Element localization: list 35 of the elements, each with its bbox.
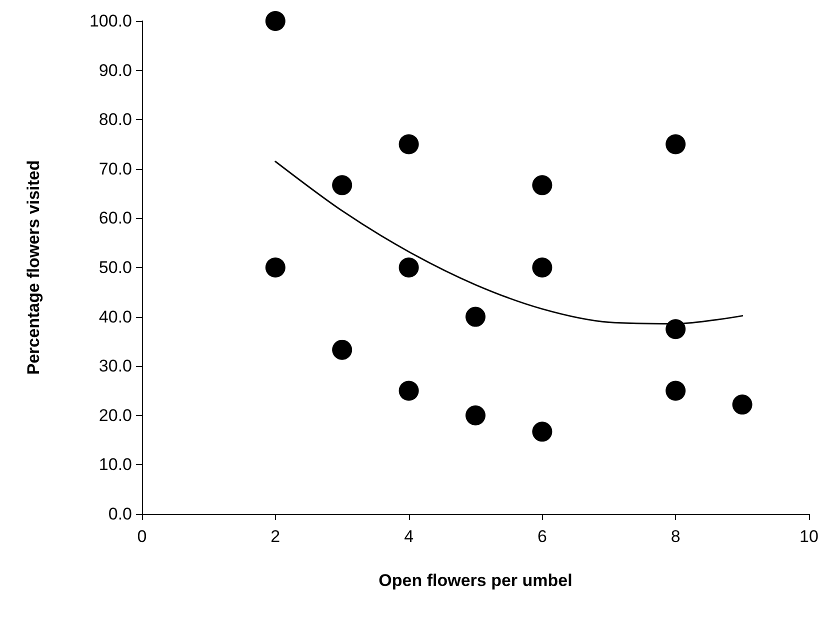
point	[532, 422, 552, 442]
point	[666, 319, 686, 340]
y-tick-label: 30.0	[98, 356, 132, 376]
point	[398, 134, 419, 154]
x-tick-label: 2	[270, 527, 280, 546]
y-axis-title: Percentage flowers visited	[24, 160, 43, 375]
point	[466, 306, 486, 327]
point	[466, 405, 486, 426]
point	[265, 11, 286, 31]
point	[398, 258, 419, 278]
y-tick-label: 40.0	[98, 307, 132, 326]
x-tick-label: 4	[404, 527, 414, 546]
y-tick-label: 10.0	[98, 455, 132, 474]
x-tick-label: 6	[537, 527, 547, 546]
point	[332, 340, 352, 360]
y-tick-label: 0.0	[108, 504, 132, 524]
y-tick-label: 80.0	[98, 110, 132, 130]
point	[532, 175, 552, 196]
point	[265, 258, 286, 278]
x-tick-label: 10	[800, 527, 818, 546]
point	[532, 258, 552, 278]
y-tick-label: 50.0	[98, 258, 132, 277]
x-tick-label: 0	[137, 527, 147, 546]
point	[332, 175, 352, 196]
y-tick-label: 90.0	[98, 60, 132, 80]
point	[666, 134, 686, 154]
y-tick-label: 60.0	[98, 208, 132, 228]
x-tick-label: 8	[670, 527, 680, 546]
y-tick-label: 20.0	[98, 406, 132, 425]
point	[398, 380, 419, 401]
point	[666, 380, 686, 401]
y-tick-label: 100.0	[89, 12, 132, 30]
y-tick-label: 70.0	[98, 159, 132, 178]
x-axis-title: Open flowers per umbel	[378, 571, 572, 590]
point	[732, 394, 752, 415]
